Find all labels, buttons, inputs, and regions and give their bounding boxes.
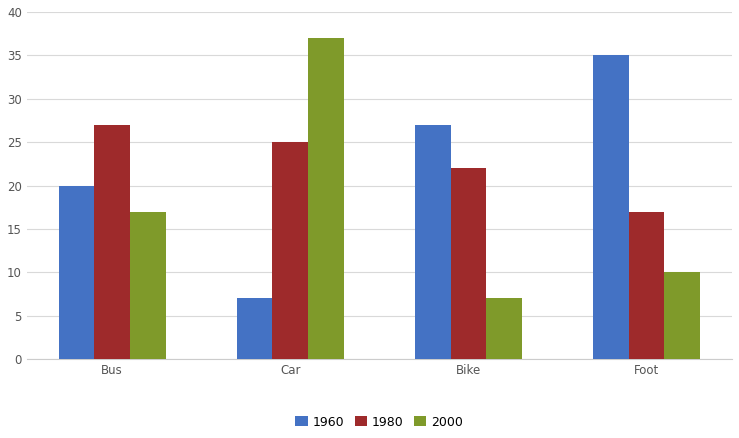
Bar [95,125,130,359]
Bar [130,212,166,359]
Bar [451,168,486,359]
Bar [664,272,700,359]
Bar [237,298,273,359]
Bar [415,125,451,359]
Bar [629,212,664,359]
Bar [58,186,95,359]
Bar [308,38,344,359]
Bar [593,55,629,359]
Bar [486,298,522,359]
Legend: 1960, 1980, 2000: 1960, 1980, 2000 [290,410,469,434]
Bar [273,142,308,359]
